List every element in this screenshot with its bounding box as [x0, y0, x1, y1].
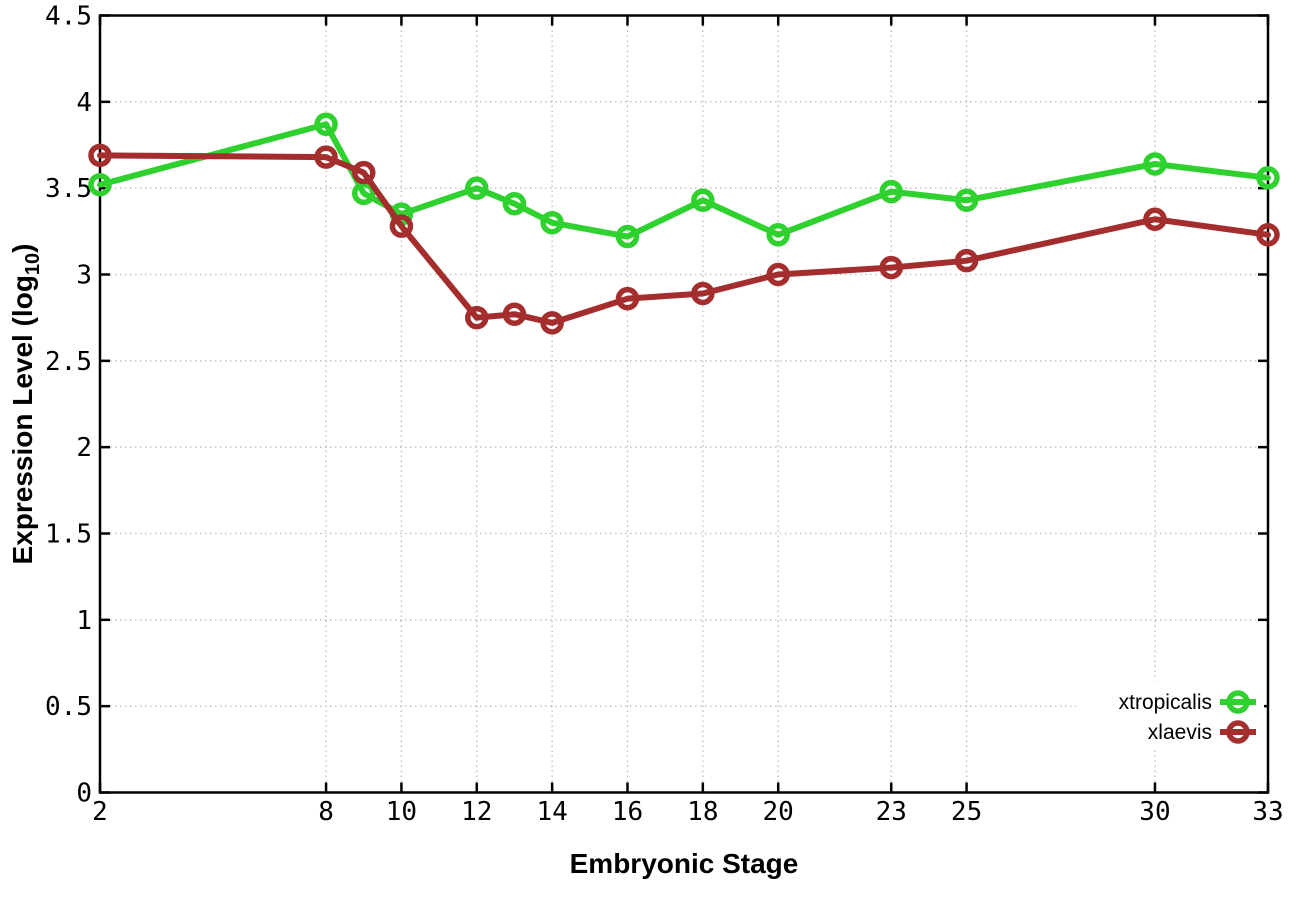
- marker-xtropicalis: [954, 188, 979, 213]
- x-tick-label: 14: [536, 797, 567, 827]
- legend-marker-xlaevis: [1226, 720, 1250, 744]
- y-tick-label: 2.5: [45, 347, 92, 377]
- x-tick-label: 30: [1139, 797, 1170, 827]
- y-tick-label: 4: [76, 88, 92, 118]
- series-line-xtropicalis: [97, 121, 1271, 240]
- x-axis-title: Embryonic Stage: [570, 848, 799, 879]
- x-tick-label: 18: [687, 797, 718, 827]
- marker-xlaevis: [954, 248, 979, 273]
- y-tick-label: 1.5: [45, 520, 92, 550]
- x-tick-label: 16: [612, 797, 643, 827]
- y-tick-label: 4.5: [45, 2, 92, 32]
- marker-xtropicalis: [540, 210, 564, 235]
- y-tick-label: 1: [76, 606, 92, 636]
- y-tick-label: 2: [76, 433, 92, 463]
- legend-label-xtropicalis: xtropicalis: [1119, 691, 1212, 714]
- x-tick-label: 20: [763, 797, 794, 827]
- legend-marker-xtropicalis: [1226, 690, 1250, 714]
- marker-xtropicalis: [691, 188, 715, 213]
- marker-xlaevis: [540, 311, 564, 335]
- x-tick-label: 33: [1252, 797, 1283, 827]
- marker-xlaevis: [879, 255, 903, 280]
- y-tick-label: 0.5: [45, 692, 92, 722]
- x-tick-label: 12: [461, 797, 492, 827]
- y-tick-label: 3.5: [45, 174, 92, 204]
- series-line-xlaevis: [97, 152, 1271, 326]
- y-tick-label: 3: [76, 261, 92, 291]
- marker-xlaevis: [389, 214, 414, 238]
- y-tick-label: 0: [76, 779, 92, 809]
- marker-xtropicalis: [1143, 152, 1167, 176]
- marker-xlaevis: [88, 143, 112, 168]
- y-axis-title: Expression Level (log10): [7, 244, 44, 565]
- x-tick-label: 10: [386, 797, 417, 827]
- marker-xtropicalis: [879, 179, 903, 204]
- marker-xtropicalis: [465, 176, 489, 200]
- marker-xlaevis: [691, 281, 715, 306]
- marker-xlaevis: [615, 286, 640, 311]
- x-tick-label: 8: [318, 797, 334, 827]
- marker-xlaevis: [1256, 223, 1280, 247]
- marker-xlaevis: [314, 145, 338, 169]
- marker-xlaevis: [465, 305, 489, 330]
- plot-border: [98, 14, 1270, 794]
- x-tick-label: 23: [876, 797, 907, 827]
- legend-label-xlaevis: xlaevis: [1148, 721, 1212, 744]
- marker-xlaevis: [351, 160, 376, 185]
- marker-xtropicalis: [766, 223, 790, 247]
- marker-xlaevis: [766, 262, 790, 287]
- marker-xtropicalis: [502, 191, 527, 216]
- marker-xlaevis: [1143, 207, 1167, 231]
- marker-xtropicalis: [1256, 166, 1280, 190]
- x-tick-label: 25: [951, 797, 982, 827]
- marker-xtropicalis: [615, 224, 640, 249]
- marker-xtropicalis: [88, 172, 112, 197]
- marker-xlaevis: [502, 302, 527, 326]
- x-tick-label: 2: [92, 797, 108, 827]
- marker-xtropicalis: [314, 112, 338, 137]
